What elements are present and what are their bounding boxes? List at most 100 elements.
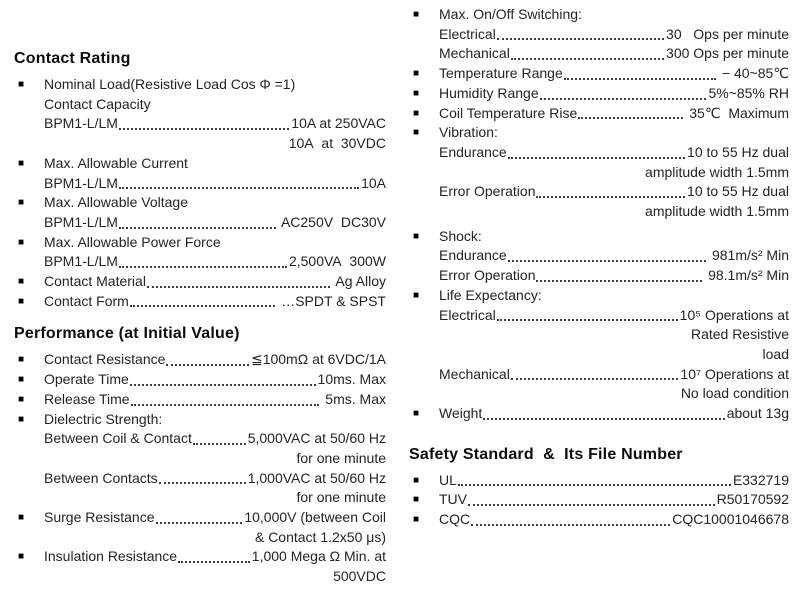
spec-section: Contact Rating ■ Nominal Load(Resistive … — [14, 50, 386, 311]
spec-line-content: Contact Form …SPDT & SPST — [44, 292, 386, 312]
spec-label: Electrical — [439, 25, 496, 42]
spec-line-content: BPM1-L/LM 2,500VA 300W — [44, 252, 386, 272]
spec-label: Release Time — [44, 390, 130, 407]
spec-value: for one minute — [296, 489, 387, 506]
spec-label: CQC — [439, 511, 471, 528]
spec-value: 10A at 250VAC — [291, 115, 386, 132]
spec-line: ■ Max. On/Off Switching: — [409, 5, 789, 25]
spec-value: 10 to 55 Hz dual — [687, 143, 789, 160]
spec-line-content: BPM1-L/LM AC250V DC30V — [44, 213, 386, 233]
spec-label: BPM1-L/LM — [44, 253, 118, 270]
spec-line-content: load — [439, 345, 789, 365]
dot-leader — [118, 266, 287, 269]
bullet-square-icon: ■ — [18, 512, 25, 524]
spec-line: ■ Contact Material Ag Alloy — [14, 272, 386, 292]
spec-line: ■ Shock: — [409, 227, 789, 247]
spec-line-content: BPM1-L/LM 10A at 250VAC — [44, 114, 386, 134]
spec-line: ■ Electrical 30 Ops per minute — [409, 25, 789, 45]
bullet-square-icon: ■ — [18, 236, 25, 248]
spec-line-content: Between Contacts 1,000VAC at 50/60 Hz — [44, 469, 386, 489]
spec-line-content: Electrical 30 Ops per minute — [439, 25, 789, 45]
spec-value: 5ms. Max — [321, 390, 386, 407]
spec-value: ≦100mΩ at 6VDC/1A — [250, 351, 386, 368]
spec-label: Mechanical — [439, 365, 510, 382]
spec-line: ■ Surge Resistance 10,000V (between Coil — [14, 508, 386, 528]
spec-label: Max. On/Off Switching: — [439, 6, 582, 22]
bullet-square-icon: ■ — [413, 408, 420, 420]
spec-value: 5,000VAC at 50/60 Hz — [247, 430, 386, 447]
spec-line-content: Endurance 981m/s² Min — [439, 246, 789, 266]
bullet-square-icon: ■ — [413, 87, 420, 99]
spec-line-content: amplitude width 1.5mm — [439, 202, 789, 222]
spec-value: 500VDC — [333, 568, 386, 585]
spec-line-content: Contact Resistance ≦100mΩ at 6VDC/1A — [44, 350, 386, 370]
spec-line: ■ & Contact 1.2x50 μs) — [14, 528, 386, 548]
spec-line: ■ Vibration: — [409, 123, 789, 143]
dot-leader — [536, 196, 686, 199]
dot-leader — [130, 403, 320, 406]
spec-label: Max. Allowable Current — [44, 154, 188, 171]
dot-leader — [457, 484, 731, 487]
dot-leader — [166, 364, 249, 367]
spec-value: …SPDT & SPST — [277, 292, 386, 309]
spec-line: ■ Mechanical 10⁷ Operations at — [409, 365, 789, 385]
spec-line-content: Max. On/Off Switching: — [439, 5, 789, 25]
spec-line: ■ Contact Form …SPDT & SPST — [14, 292, 386, 312]
spec-line: ■ CQC CQC10001046678 — [409, 510, 789, 530]
bullet-square-icon: ■ — [413, 107, 420, 119]
spec-line: ■ 10A at 30VDC — [14, 134, 386, 154]
bullet-square-icon: ■ — [413, 127, 420, 139]
spec-value: Rated Resistive — [690, 326, 789, 343]
spec-label: UL — [439, 471, 457, 488]
spec-line-content: Mechanical 10⁷ Operations at — [439, 365, 789, 385]
spec-line: ■ Nominal Load(Resistive Load Cos Φ =1) — [14, 75, 386, 95]
spec-label: Electrical — [439, 306, 496, 323]
spec-line-content: Max. Allowable Power Force — [44, 233, 386, 253]
bullet-square-icon: ■ — [18, 276, 25, 288]
dot-leader — [129, 305, 276, 308]
dot-leader — [539, 97, 707, 100]
bullet-square-icon: ■ — [18, 79, 25, 90]
spec-line-content: 500VDC — [44, 567, 386, 587]
spec-label: Mechanical — [439, 45, 510, 62]
spec-value: amplitude width 1.5mm — [645, 163, 789, 180]
spec-label: Endurance — [439, 143, 507, 160]
spec-value: 10,000V (between Coil — [244, 509, 386, 526]
spec-line-content: Weight about 13g — [439, 404, 789, 424]
spec-label: Dielectric Strength: — [44, 410, 163, 427]
spec-label: Operate Time — [44, 371, 129, 388]
spec-line: ■ Max. Allowable Current — [14, 154, 386, 174]
spec-section: Safety Standard & Its File Number ■ UL E… — [409, 446, 789, 530]
spec-value: & Contact 1.2x50 μs) — [254, 528, 386, 545]
column-right: ■ Max. On/Off Switching: ■ Electrical 30… — [409, 5, 789, 587]
dot-leader — [118, 128, 290, 131]
bullet-square-icon: ■ — [18, 197, 25, 209]
spec-value: Ag Alloy — [332, 273, 386, 290]
dot-leader — [118, 187, 360, 190]
spec-line-content: Insulation Resistance 1,000 Mega Ω Min. … — [44, 547, 386, 567]
section-lines: ■ Max. On/Off Switching: ■ Electrical 30… — [409, 5, 789, 424]
spec-line: ■ Between Coil & Contact 5,000VAC at 50/… — [14, 429, 386, 449]
bullet-square-icon: ■ — [413, 68, 420, 80]
spec-label: Contact Form — [44, 292, 129, 309]
dot-leader — [536, 279, 703, 282]
spec-line: ■ 500VDC — [14, 567, 386, 587]
bullet-square-icon: ■ — [413, 230, 420, 242]
spec-value: 35℃ Maximum — [685, 104, 789, 121]
spec-value: 10⁷ Operations at — [680, 365, 789, 382]
spec-value: 10A at 30VDC — [288, 135, 386, 152]
dot-leader — [507, 260, 707, 263]
bullet-square-icon: ■ — [18, 157, 25, 169]
dot-leader — [578, 117, 684, 120]
spec-line: ■ BPM1-L/LM AC250V DC30V — [14, 213, 386, 233]
spec-label: Insulation Resistance — [44, 548, 178, 565]
dot-leader — [496, 319, 678, 322]
spec-line-content: Operate Time 10ms. Max — [44, 370, 386, 390]
spec-value: 300 Ops per minute — [666, 45, 789, 62]
spec-line: ■ BPM1-L/LM 10A at 250VAC — [14, 114, 386, 134]
spec-line-content: UL E332719 — [439, 471, 789, 491]
spec-value: 10 to 55 Hz dual — [687, 183, 789, 200]
spec-label: Max. Allowable Power Force — [44, 233, 221, 250]
spec-line: ■ Electrical 10⁵ Operations at — [409, 306, 789, 326]
spec-label: Contact Resistance — [44, 351, 166, 368]
